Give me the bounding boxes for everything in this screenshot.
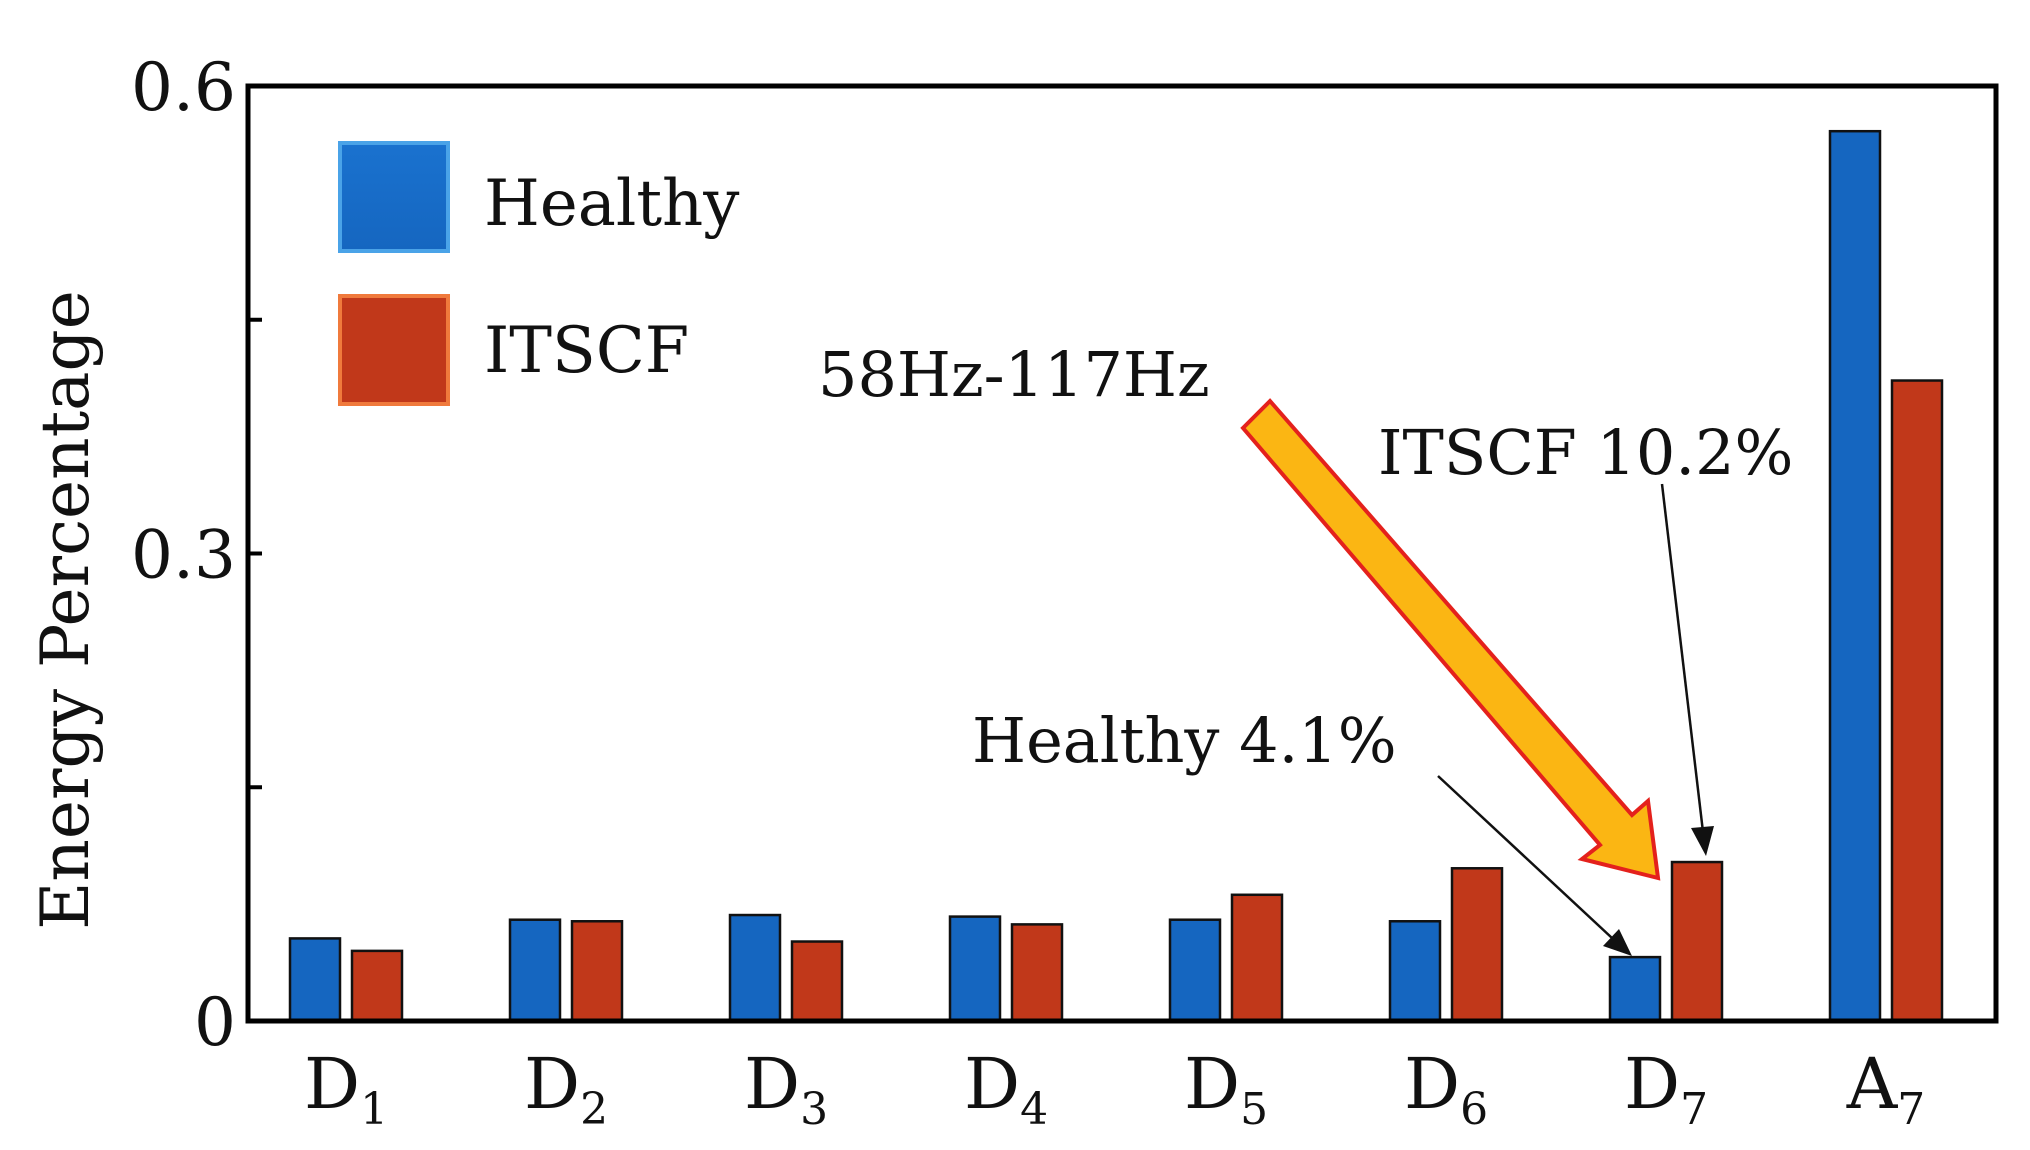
y-tick-label: 0.6 — [131, 49, 236, 126]
legend: Healthy ITSCF — [338, 141, 739, 406]
bar-healthy-d3 — [728, 913, 782, 1023]
x-tick-label-a7: A7 — [1846, 1043, 1926, 1135]
bar-itscf-d7 — [1670, 860, 1724, 1023]
healthy-d7-annotation: Healthy 4.1% — [972, 704, 1632, 956]
y-ticks: 0 0.3 0.6 — [131, 49, 262, 1061]
bar-itscf-a7 — [1890, 379, 1944, 1023]
x-tick-label-d2: D2 — [524, 1043, 608, 1135]
x-tick-label-d4: D4 — [964, 1043, 1048, 1135]
bar-healthy-d1 — [288, 937, 342, 1023]
bar-healthy-d4 — [948, 915, 1002, 1023]
x-tick-label-d3: D3 — [744, 1043, 828, 1135]
x-tick-label-d5: D5 — [1184, 1043, 1268, 1135]
frequency-band-annotation: 58Hz-117Hz — [818, 338, 1661, 881]
itscf-d7-arrowhead-icon — [1691, 826, 1714, 856]
bar-healthy-d6 — [1388, 920, 1442, 1023]
bar-healthy-d7 — [1608, 955, 1662, 1023]
bars — [288, 129, 1944, 1023]
legend-label-healthy: Healthy — [484, 167, 739, 241]
bar-itscf-d3 — [790, 940, 844, 1023]
healthy-d7-arrowhead-icon — [1603, 929, 1632, 956]
bar-healthy-d2 — [508, 918, 562, 1023]
x-tick-label-d7: D7 — [1624, 1043, 1708, 1135]
bar-itscf-d4 — [1010, 923, 1064, 1023]
yellow-arrow-icon — [1240, 398, 1661, 881]
healthy-d7-pointer-line — [1437, 775, 1613, 939]
bar-itscf-d2 — [570, 920, 624, 1023]
x-tick-label-d6: D6 — [1404, 1043, 1488, 1135]
frequency-band-label: 58Hz-117Hz — [818, 338, 1210, 411]
legend-label-itscf: ITSCF — [484, 314, 689, 388]
itscf-d7-pointer-line — [1660, 483, 1705, 833]
y-axis-title: Energy Percentage — [27, 290, 104, 930]
y-tick-label: 0 — [194, 984, 236, 1061]
bar-itscf-d6 — [1450, 867, 1504, 1023]
bar-healthy-a7 — [1828, 129, 1882, 1023]
y-tick-label: 0.3 — [131, 517, 236, 594]
plot-frame — [245, 83, 1999, 1024]
bar-itscf-d5 — [1230, 893, 1284, 1023]
itscf-d7-label: ITSCF 10.2% — [1378, 416, 1793, 489]
bar-itscf-d1 — [350, 949, 404, 1023]
itscf-d7-annotation: ITSCF 10.2% — [1378, 416, 1793, 856]
x-tick-label-d1: D1 — [304, 1043, 388, 1135]
bar-healthy-d5 — [1168, 918, 1222, 1023]
legend-swatch-itscf — [338, 294, 450, 406]
legend-swatch-healthy — [338, 141, 450, 253]
x-tick-labels: D1 D2 D3 D4 D5 D6 D7 A7 — [304, 1043, 1925, 1135]
healthy-d7-label: Healthy 4.1% — [972, 704, 1397, 777]
